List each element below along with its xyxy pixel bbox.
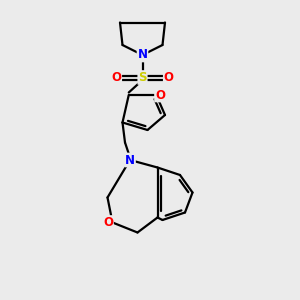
Text: O: O (155, 88, 165, 101)
Text: O: O (111, 71, 121, 84)
Text: O: O (103, 216, 113, 229)
Text: N: N (125, 154, 135, 166)
Text: N: N (137, 49, 148, 62)
Text: S: S (138, 71, 147, 84)
Text: O: O (164, 71, 174, 84)
